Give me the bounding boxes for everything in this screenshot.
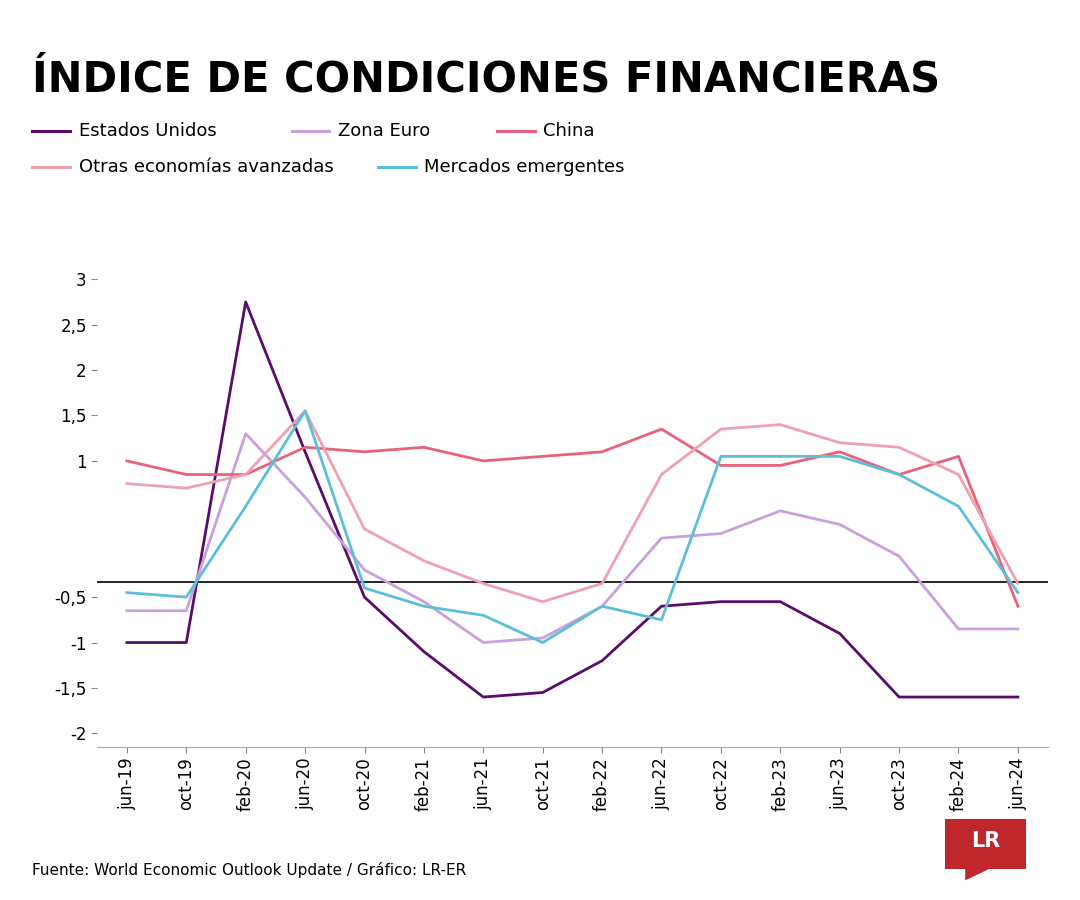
Text: Otras economías avanzadas: Otras economías avanzadas bbox=[79, 158, 334, 176]
Text: LR: LR bbox=[971, 832, 1000, 851]
Text: Fuente: World Economic Outlook Update / Gráfico: LR-ER: Fuente: World Economic Outlook Update / … bbox=[32, 861, 467, 878]
Text: Mercados emergentes: Mercados emergentes bbox=[424, 158, 625, 176]
Text: Estados Unidos: Estados Unidos bbox=[79, 122, 217, 140]
Text: ÍNDICE DE CONDICIONES FINANCIERAS: ÍNDICE DE CONDICIONES FINANCIERAS bbox=[32, 58, 941, 101]
Text: China: China bbox=[543, 122, 595, 140]
FancyBboxPatch shape bbox=[945, 819, 1026, 868]
Text: Zona Euro: Zona Euro bbox=[338, 122, 430, 140]
Polygon shape bbox=[966, 868, 989, 880]
